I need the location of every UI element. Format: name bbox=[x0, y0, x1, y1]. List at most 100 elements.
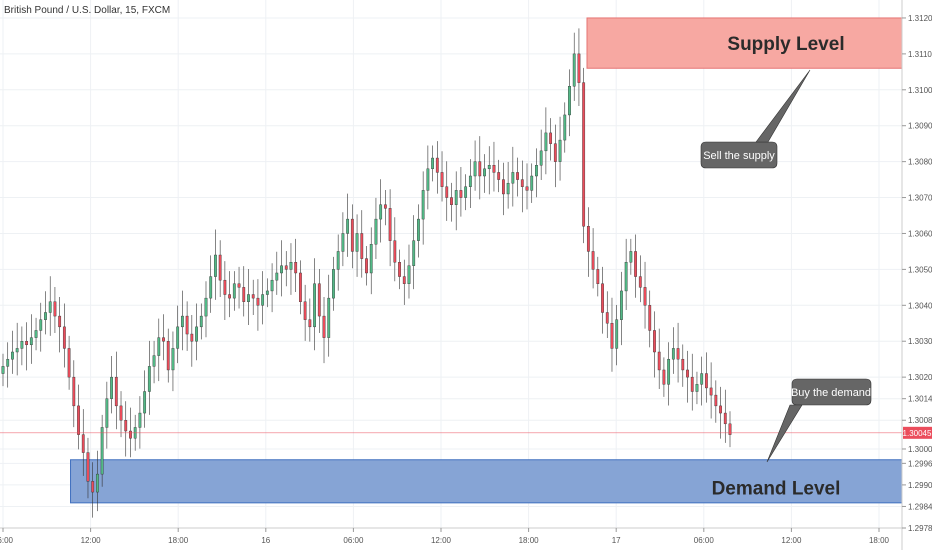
candle-body bbox=[497, 172, 501, 180]
candle bbox=[237, 266, 241, 309]
candle bbox=[369, 227, 373, 295]
price-axis-panel bbox=[902, 0, 932, 550]
candle bbox=[728, 411, 732, 448]
candle-body bbox=[572, 53, 576, 87]
candle bbox=[289, 243, 293, 295]
candle-body bbox=[81, 434, 85, 453]
current-price-tag: 1.30045 bbox=[903, 426, 932, 439]
candle-body bbox=[294, 262, 298, 274]
candle bbox=[341, 212, 345, 267]
time-tick-label: 18:00 bbox=[519, 536, 540, 545]
candle-body bbox=[261, 294, 265, 306]
price-tick-label: 1.30200 bbox=[908, 373, 932, 382]
candle bbox=[586, 207, 590, 277]
price-tick-label: 1.31100 bbox=[908, 50, 932, 59]
candle-body bbox=[350, 218, 354, 252]
candle-body bbox=[417, 218, 420, 241]
price-tick-label: 1.30080 bbox=[908, 416, 932, 425]
price-tick-label: 1.29840 bbox=[908, 502, 932, 511]
candle-body bbox=[615, 319, 619, 349]
candle bbox=[29, 314, 33, 364]
sell-callout[interactable]: Sell the supply bbox=[700, 69, 811, 169]
candle-body bbox=[48, 301, 52, 313]
candle-body bbox=[332, 269, 335, 299]
candle bbox=[417, 204, 420, 258]
candle-body bbox=[610, 323, 614, 349]
candle bbox=[11, 330, 14, 374]
candle bbox=[129, 407, 132, 458]
candle bbox=[516, 157, 519, 197]
zone-layer bbox=[70, 17, 903, 504]
candle bbox=[138, 396, 142, 449]
candle-body bbox=[39, 319, 43, 331]
candle bbox=[6, 342, 10, 388]
candle-body bbox=[129, 430, 132, 439]
candle bbox=[265, 278, 269, 308]
candle bbox=[157, 318, 161, 382]
candle bbox=[624, 238, 628, 310]
candle-body bbox=[143, 391, 147, 414]
candle-body bbox=[228, 294, 231, 299]
candle bbox=[322, 297, 326, 364]
candle-body bbox=[601, 283, 604, 313]
candle-body bbox=[435, 157, 439, 173]
candle bbox=[313, 258, 316, 351]
candle bbox=[402, 259, 406, 305]
price-axis[interactable]: 1.31200 1.31100 1.31000 1.30900 1.30800 1.307… bbox=[902, 14, 932, 533]
candle bbox=[700, 356, 704, 406]
candle-body bbox=[586, 226, 590, 252]
candle bbox=[1, 353, 5, 387]
candle bbox=[209, 255, 213, 313]
candle bbox=[96, 450, 99, 512]
candle-body bbox=[464, 186, 468, 198]
candle-body bbox=[624, 262, 628, 292]
candle bbox=[426, 145, 430, 210]
buy-callout[interactable]: Buy the demand bbox=[766, 378, 872, 463]
price-tick-label: 1.30140 bbox=[908, 395, 932, 404]
candle-body bbox=[171, 348, 175, 371]
candle bbox=[464, 174, 468, 211]
candle-body bbox=[275, 272, 279, 281]
candle-body bbox=[393, 240, 397, 263]
candle-body bbox=[346, 218, 350, 234]
time-axis[interactable]: 06:00 12:00 18:00 16 06:00 12:00 18:00 17 06:00 1… bbox=[0, 528, 932, 545]
current-price-value: 1.30045 bbox=[903, 429, 932, 438]
candle-body bbox=[20, 341, 24, 349]
candle-body bbox=[29, 337, 33, 346]
candle bbox=[15, 322, 19, 376]
candle bbox=[166, 328, 170, 383]
demand-zone[interactable] bbox=[70, 459, 903, 504]
candle bbox=[346, 193, 350, 257]
candle bbox=[492, 141, 496, 192]
time-tick-label: 18:00 bbox=[869, 536, 890, 545]
candle bbox=[539, 129, 543, 180]
candle bbox=[303, 284, 307, 341]
candle-body bbox=[289, 262, 293, 270]
time-tick-label: 12:00 bbox=[81, 536, 102, 545]
candle bbox=[435, 141, 439, 194]
candle-body bbox=[317, 283, 321, 317]
price-tick-label: 1.30600 bbox=[908, 229, 932, 238]
candle bbox=[20, 326, 24, 366]
candle-body bbox=[591, 251, 595, 270]
buy-callout-pointer bbox=[766, 404, 803, 463]
candle bbox=[695, 371, 699, 405]
candle bbox=[152, 340, 156, 384]
candle bbox=[261, 271, 265, 325]
candle bbox=[704, 352, 708, 403]
chart-title: British Pound / U.S. Dollar, 15, FXCM bbox=[4, 5, 170, 16]
candle bbox=[294, 238, 298, 293]
price-tick-label: 1.30300 bbox=[908, 337, 932, 346]
candle bbox=[723, 389, 727, 443]
candle-body bbox=[303, 301, 307, 320]
supply-zone[interactable] bbox=[586, 17, 903, 69]
price-tick-label: 1.30900 bbox=[908, 122, 932, 131]
candle bbox=[162, 314, 165, 361]
candle bbox=[610, 297, 614, 372]
candle bbox=[143, 370, 147, 428]
candle bbox=[284, 251, 288, 287]
candle bbox=[62, 303, 66, 368]
time-tick-label: 17 bbox=[612, 536, 621, 545]
candle bbox=[558, 116, 562, 181]
